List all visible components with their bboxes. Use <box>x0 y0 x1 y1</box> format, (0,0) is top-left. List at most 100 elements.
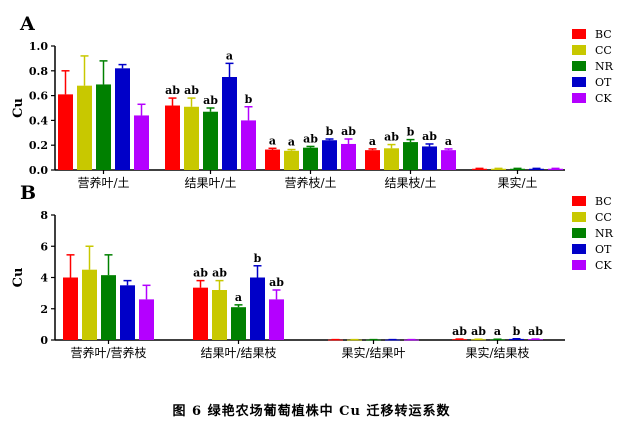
bar <box>284 150 299 170</box>
legend-label: CK <box>595 259 612 272</box>
significance-label: b <box>254 252 262 265</box>
y-tick-label: 0.8 <box>29 65 48 78</box>
bar <box>548 168 563 170</box>
bar <box>139 299 154 340</box>
legend-label: OT <box>595 243 612 256</box>
significance-label: ab <box>384 131 399 144</box>
significance-label: ab <box>303 132 318 145</box>
legend-label: CK <box>595 92 612 105</box>
y-tick-label: 8 <box>40 209 48 222</box>
y-tick-label: 0.2 <box>29 139 48 152</box>
y-axis-label: Cu <box>11 98 26 118</box>
x-tick-label: 营养枝/土 <box>284 175 336 190</box>
significance-label: a <box>494 325 501 338</box>
x-tick-label: 结果叶/土 <box>184 176 236 190</box>
significance-label: ab <box>341 125 356 138</box>
significance-label: b <box>245 93 253 106</box>
significance-label: ab <box>452 325 467 338</box>
bar <box>265 149 280 170</box>
bar <box>322 140 337 170</box>
legend-label: CC <box>595 211 612 224</box>
bar <box>269 299 284 340</box>
bar <box>403 142 418 170</box>
bar <box>303 147 318 170</box>
bar <box>365 150 380 170</box>
significance-label: ab <box>269 276 284 289</box>
bar <box>491 168 506 170</box>
bar <box>58 94 73 170</box>
bar <box>134 115 149 170</box>
x-tick-label: 结果叶/结果枝 <box>200 345 276 360</box>
x-tick-label: 结果枝/土 <box>384 175 436 190</box>
bar <box>529 168 544 170</box>
x-tick-label: 果实/土 <box>497 175 537 190</box>
significance-label: ab <box>184 84 199 97</box>
legend-swatch <box>572 244 586 254</box>
bar <box>222 77 237 170</box>
x-tick-label: 果实/结果叶 <box>341 345 405 360</box>
significance-label: a <box>269 134 276 147</box>
significance-label: a <box>369 135 376 148</box>
bar <box>472 168 487 170</box>
legend-label: OT <box>595 76 612 89</box>
significance-label: ab <box>165 84 180 97</box>
bar <box>231 307 246 340</box>
legend-swatch <box>572 77 586 87</box>
bar <box>77 85 92 170</box>
legend-label: CC <box>595 44 612 57</box>
y-tick-label: 4 <box>40 272 48 285</box>
x-tick-label: 果实/结果枝 <box>465 345 529 360</box>
bar <box>212 290 227 340</box>
panel-label: B <box>20 182 36 204</box>
bar <box>120 285 135 340</box>
bar <box>250 277 265 340</box>
legend-label: BC <box>595 195 612 208</box>
bar <box>241 120 256 170</box>
bar <box>115 68 130 170</box>
y-tick-label: 0.6 <box>29 90 48 103</box>
panel-label: A <box>19 13 35 35</box>
legend-swatch <box>572 29 586 39</box>
significance-label: ab <box>193 267 208 280</box>
legend-swatch <box>572 260 586 270</box>
bar <box>165 105 180 170</box>
y-tick-label: 0 <box>40 334 48 347</box>
legend-swatch <box>572 93 586 103</box>
x-tick-label: 营养叶/营养枝 <box>70 345 146 360</box>
significance-label: ab <box>528 325 543 338</box>
bar <box>184 106 199 170</box>
significance-label: ab <box>471 325 486 338</box>
y-tick-label: 1.0 <box>29 40 48 53</box>
bar <box>63 277 78 340</box>
legend-swatch <box>572 196 586 206</box>
y-tick-label: 0.0 <box>29 164 48 177</box>
bar <box>341 143 356 170</box>
y-tick-label: 6 <box>40 240 48 253</box>
significance-label: a <box>445 135 452 148</box>
bar <box>96 84 111 170</box>
significance-label: a <box>226 49 233 62</box>
significance-label: b <box>407 126 415 139</box>
legend-label: NR <box>595 227 614 240</box>
significance-label: b <box>326 125 334 138</box>
significance-label: ab <box>212 267 227 280</box>
y-tick-label: 2 <box>40 303 48 316</box>
y-axis-label: Cu <box>11 268 26 288</box>
legend-label: NR <box>595 60 614 73</box>
legend-swatch <box>572 45 586 55</box>
bar <box>203 111 218 170</box>
x-tick-label: 营养叶/土 <box>77 175 129 190</box>
legend-swatch <box>572 212 586 222</box>
legend-swatch <box>572 61 586 71</box>
significance-label: a <box>288 136 295 149</box>
y-tick-label: 0.4 <box>29 114 48 127</box>
bar <box>82 269 97 340</box>
bar <box>441 150 456 170</box>
legend-swatch <box>572 228 586 238</box>
bar <box>193 287 208 340</box>
bar <box>422 146 437 170</box>
significance-label: b <box>513 325 521 338</box>
legend-label: BC <box>595 28 612 41</box>
bar <box>384 148 399 170</box>
figure-caption: 图 6 绿艳农场葡萄植株中 Cu 迁移转运系数 <box>172 404 451 419</box>
